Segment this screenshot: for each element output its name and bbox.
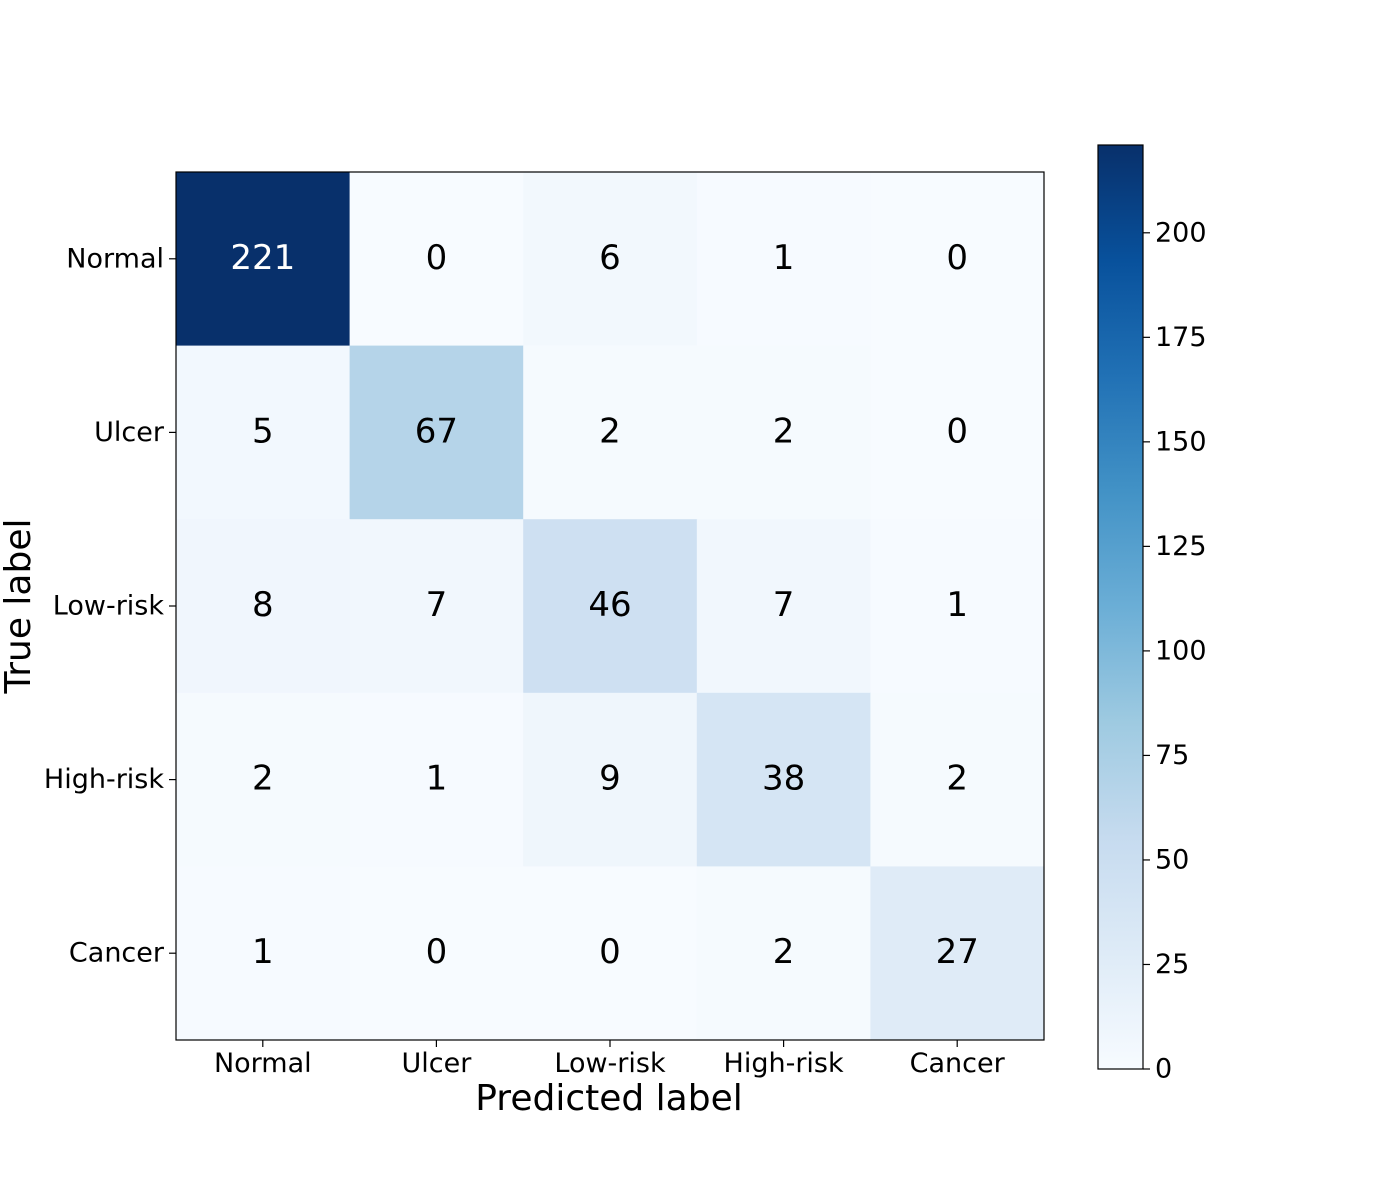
heatmap-cell [176, 172, 351, 347]
heatmap-cell [870, 866, 1045, 1041]
cell-value-label: 0 [946, 238, 968, 278]
cell-value-label: 0 [946, 411, 968, 451]
heatmap-cell [176, 866, 351, 1041]
colorbar-tick-label: 150 [1155, 426, 1207, 457]
cell-value-label: 8 [252, 585, 274, 625]
heatmap-cell [523, 172, 698, 347]
colorbar-tick-label: 75 [1155, 740, 1189, 771]
colorbar-tick-label: 125 [1155, 531, 1207, 562]
heatmap-cell [696, 345, 871, 520]
cell-value-label: 1 [773, 238, 795, 278]
cell-value-label: 221 [230, 238, 295, 278]
cell-value-label: 27 [936, 932, 979, 972]
cell-value-label: 9 [599, 759, 621, 799]
cell-value-label: 2 [773, 932, 795, 972]
heatmap-cell [870, 692, 1045, 867]
y-tick-label: Cancer [69, 938, 165, 969]
heatmap-cell [870, 345, 1045, 520]
heatmap-cell [349, 866, 524, 1041]
cell-value-label: 1 [426, 759, 448, 799]
heatmap-cell [176, 692, 351, 867]
cell-value-label: 7 [773, 585, 795, 625]
y-tick-label: Ulcer [94, 417, 165, 448]
heatmap-cell [523, 866, 698, 1041]
x-tick-label: Low-risk [554, 1048, 666, 1079]
cell-value-label: 2 [773, 411, 795, 451]
cell-value-label: 0 [426, 238, 448, 278]
colorbar: 0 25 50 75 100 125 150 175 200 [1097, 144, 1207, 1085]
y-axis: Normal Ulcer Low-risk High-risk Cancer [44, 243, 176, 969]
cell-value-label: 2 [946, 759, 968, 799]
heatmap-cell [349, 519, 524, 694]
cell-value-label: 1 [946, 585, 968, 625]
heatmap-cell [696, 519, 871, 694]
cell-value-label: 1 [252, 932, 274, 972]
cell-value-label: 7 [426, 585, 448, 625]
heatmap-cell [523, 519, 698, 694]
cell-value-label: 0 [426, 932, 448, 972]
cell-value-label: 38 [762, 759, 805, 799]
heatmap-cell [523, 345, 698, 520]
x-tick-label: Ulcer [401, 1048, 472, 1079]
cell-value-label: 67 [415, 411, 458, 451]
heatmap-cell [349, 345, 524, 520]
cell-value-label: 2 [599, 411, 621, 451]
heatmap-cell [696, 866, 871, 1041]
x-tick-label: High-risk [724, 1048, 844, 1079]
colorbar-gradient [1097, 144, 1144, 1070]
cell-value-label: 0 [599, 932, 621, 972]
heatmap-cell [523, 692, 698, 867]
x-tick-label: Cancer [910, 1048, 1006, 1079]
y-axis-label: True label [0, 519, 39, 695]
heatmap-cell [176, 345, 351, 520]
colorbar-tick-label: 100 [1155, 635, 1207, 666]
y-tick-label: High-risk [44, 764, 164, 795]
cell-value-label: 6 [599, 238, 621, 278]
y-tick-label: Normal [66, 243, 164, 274]
x-axis-label: Predicted label [475, 1078, 743, 1119]
colorbar-tick-label: 0 [1155, 1054, 1172, 1085]
heatmap-cell [349, 692, 524, 867]
heatmap-cell [870, 172, 1045, 347]
y-tick-label: Low-risk [53, 591, 165, 622]
heatmap-cell [696, 172, 871, 347]
colorbar-tick-label: 200 [1155, 217, 1207, 248]
colorbar-tick-label: 175 [1155, 322, 1207, 353]
heatmap-cell [870, 519, 1045, 694]
cell-value-label: 2 [252, 759, 274, 799]
heatmap-cells: 221 0 6 1 0 5 67 2 2 0 8 7 46 7 1 2 1 9 38 2 1 0 0 2 27 [176, 172, 1045, 1041]
heatmap-cell [696, 692, 871, 867]
heatmap-cell [176, 519, 351, 694]
x-tick-label: Normal [214, 1048, 312, 1079]
heatmap-cell [349, 172, 524, 347]
colorbar-tick-label: 25 [1155, 949, 1189, 980]
colorbar-tick-label: 50 [1155, 844, 1189, 875]
cell-value-label: 5 [252, 411, 274, 451]
cell-value-label: 46 [588, 585, 631, 625]
x-axis: Normal Ulcer Low-risk High-risk Cancer [214, 1040, 1006, 1079]
